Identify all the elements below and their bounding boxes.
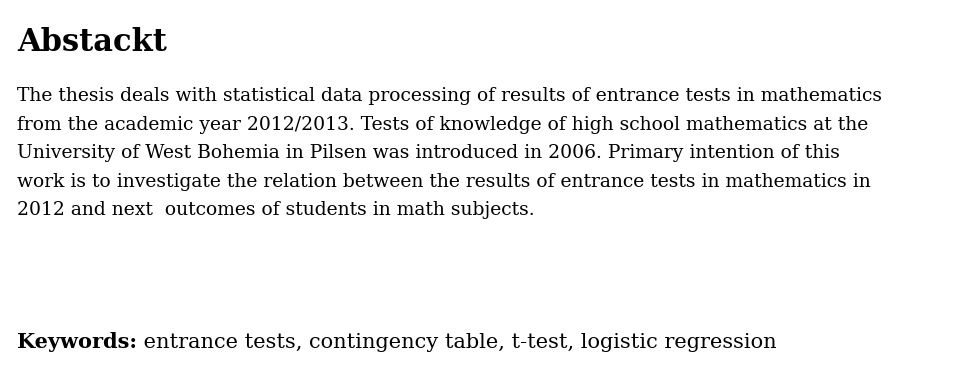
Text: The thesis deals with statistical data processing of results of entrance tests i: The thesis deals with statistical data p… (17, 87, 882, 219)
Text: entrance tests, contingency table, t-test, logistic regression: entrance tests, contingency table, t-tes… (137, 332, 777, 352)
Text: Abstackt: Abstackt (17, 27, 167, 58)
Text: Keywords:: Keywords: (17, 331, 137, 352)
